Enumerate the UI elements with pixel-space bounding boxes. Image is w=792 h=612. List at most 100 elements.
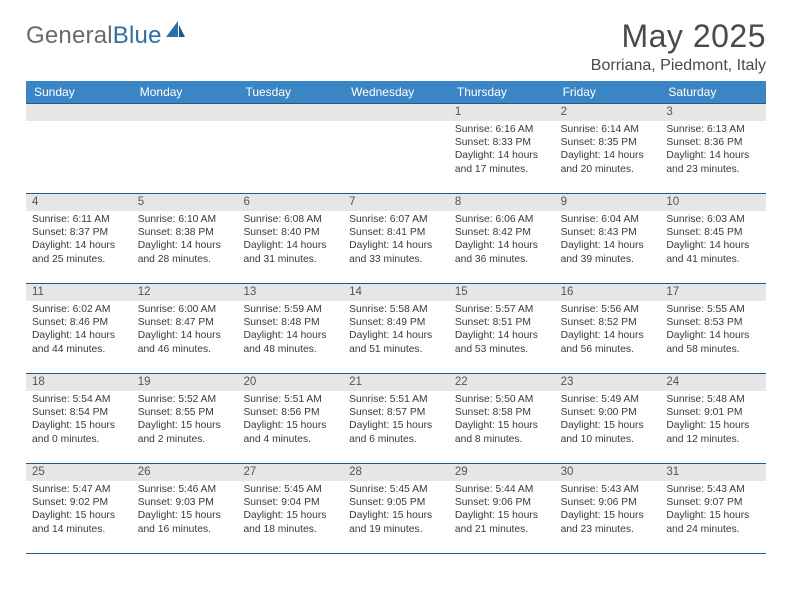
- dow-cell: Friday: [555, 81, 661, 103]
- day-cell: 10Sunrise: 6:03 AMSunset: 8:45 PMDayligh…: [660, 194, 766, 283]
- sunset-text: Sunset: 9:07 PM: [666, 496, 760, 509]
- daylight-text: Daylight: 14 hours and 36 minutes.: [455, 239, 549, 265]
- sunrise-text: Sunrise: 5:51 AM: [349, 393, 443, 406]
- daylight-text: Daylight: 15 hours and 16 minutes.: [138, 509, 232, 535]
- daylight-text: Daylight: 14 hours and 46 minutes.: [138, 329, 232, 355]
- day-content: [132, 121, 238, 127]
- logo-sail-icon: [164, 19, 186, 44]
- day-cell: 19Sunrise: 5:52 AMSunset: 8:55 PMDayligh…: [132, 374, 238, 463]
- day-cell: 20Sunrise: 5:51 AMSunset: 8:56 PMDayligh…: [237, 374, 343, 463]
- day-cell: 8Sunrise: 6:06 AMSunset: 8:42 PMDaylight…: [449, 194, 555, 283]
- sunset-text: Sunset: 9:03 PM: [138, 496, 232, 509]
- day-content: [26, 121, 132, 127]
- day-content: Sunrise: 5:47 AMSunset: 9:02 PMDaylight:…: [26, 481, 132, 540]
- sunrise-text: Sunrise: 5:54 AM: [32, 393, 126, 406]
- sunrise-text: Sunrise: 5:47 AM: [32, 483, 126, 496]
- day-number: 19: [132, 374, 238, 391]
- daylight-text: Daylight: 15 hours and 2 minutes.: [138, 419, 232, 445]
- day-content: Sunrise: 5:46 AMSunset: 9:03 PMDaylight:…: [132, 481, 238, 540]
- day-cell: 30Sunrise: 5:43 AMSunset: 9:06 PMDayligh…: [555, 464, 661, 553]
- day-number: 8: [449, 194, 555, 211]
- sunset-text: Sunset: 8:48 PM: [243, 316, 337, 329]
- day-cell: 26Sunrise: 5:46 AMSunset: 9:03 PMDayligh…: [132, 464, 238, 553]
- day-number: 20: [237, 374, 343, 391]
- sunrise-text: Sunrise: 6:11 AM: [32, 213, 126, 226]
- dow-cell: Saturday: [660, 81, 766, 103]
- day-cell: 23Sunrise: 5:49 AMSunset: 9:00 PMDayligh…: [555, 374, 661, 463]
- day-content: Sunrise: 5:43 AMSunset: 9:06 PMDaylight:…: [555, 481, 661, 540]
- daylight-text: Daylight: 14 hours and 33 minutes.: [349, 239, 443, 265]
- day-number: 10: [660, 194, 766, 211]
- day-of-week-header: SundayMondayTuesdayWednesdayThursdayFrid…: [26, 81, 766, 103]
- day-number: [237, 104, 343, 121]
- sunset-text: Sunset: 8:51 PM: [455, 316, 549, 329]
- day-content: Sunrise: 6:02 AMSunset: 8:46 PMDaylight:…: [26, 301, 132, 360]
- day-number: 15: [449, 284, 555, 301]
- dow-cell: Wednesday: [343, 81, 449, 103]
- daylight-text: Daylight: 15 hours and 14 minutes.: [32, 509, 126, 535]
- day-number: 25: [26, 464, 132, 481]
- sunrise-text: Sunrise: 5:52 AM: [138, 393, 232, 406]
- day-number: 24: [660, 374, 766, 391]
- day-cell: [343, 104, 449, 193]
- day-number: [343, 104, 449, 121]
- day-content: Sunrise: 5:58 AMSunset: 8:49 PMDaylight:…: [343, 301, 449, 360]
- sunset-text: Sunset: 8:49 PM: [349, 316, 443, 329]
- day-content: Sunrise: 6:04 AMSunset: 8:43 PMDaylight:…: [555, 211, 661, 270]
- sunset-text: Sunset: 8:47 PM: [138, 316, 232, 329]
- day-cell: 17Sunrise: 5:55 AMSunset: 8:53 PMDayligh…: [660, 284, 766, 373]
- daylight-text: Daylight: 15 hours and 12 minutes.: [666, 419, 760, 445]
- sunrise-text: Sunrise: 6:07 AM: [349, 213, 443, 226]
- day-content: Sunrise: 5:59 AMSunset: 8:48 PMDaylight:…: [237, 301, 343, 360]
- day-content: Sunrise: 6:07 AMSunset: 8:41 PMDaylight:…: [343, 211, 449, 270]
- day-cell: 9Sunrise: 6:04 AMSunset: 8:43 PMDaylight…: [555, 194, 661, 283]
- day-content: Sunrise: 6:14 AMSunset: 8:35 PMDaylight:…: [555, 121, 661, 180]
- week-row: 4Sunrise: 6:11 AMSunset: 8:37 PMDaylight…: [26, 193, 766, 283]
- dow-cell: Tuesday: [237, 81, 343, 103]
- day-cell: [237, 104, 343, 193]
- day-content: Sunrise: 5:43 AMSunset: 9:07 PMDaylight:…: [660, 481, 766, 540]
- day-cell: 3Sunrise: 6:13 AMSunset: 8:36 PMDaylight…: [660, 104, 766, 193]
- sunrise-text: Sunrise: 5:43 AM: [561, 483, 655, 496]
- sunset-text: Sunset: 8:35 PM: [561, 136, 655, 149]
- sunset-text: Sunset: 8:53 PM: [666, 316, 760, 329]
- day-number: [26, 104, 132, 121]
- day-content: Sunrise: 6:03 AMSunset: 8:45 PMDaylight:…: [660, 211, 766, 270]
- day-content: [237, 121, 343, 127]
- day-cell: 7Sunrise: 6:07 AMSunset: 8:41 PMDaylight…: [343, 194, 449, 283]
- week-row: 18Sunrise: 5:54 AMSunset: 8:54 PMDayligh…: [26, 373, 766, 463]
- sunrise-text: Sunrise: 5:49 AM: [561, 393, 655, 406]
- day-cell: 15Sunrise: 5:57 AMSunset: 8:51 PMDayligh…: [449, 284, 555, 373]
- day-cell: 6Sunrise: 6:08 AMSunset: 8:40 PMDaylight…: [237, 194, 343, 283]
- dow-cell: Monday: [132, 81, 238, 103]
- daylight-text: Daylight: 14 hours and 44 minutes.: [32, 329, 126, 355]
- day-number: 16: [555, 284, 661, 301]
- day-number: 17: [660, 284, 766, 301]
- sunset-text: Sunset: 8:46 PM: [32, 316, 126, 329]
- sunset-text: Sunset: 8:43 PM: [561, 226, 655, 239]
- day-content: [343, 121, 449, 127]
- day-content: Sunrise: 5:51 AMSunset: 8:56 PMDaylight:…: [237, 391, 343, 450]
- day-cell: 12Sunrise: 6:00 AMSunset: 8:47 PMDayligh…: [132, 284, 238, 373]
- sunrise-text: Sunrise: 6:00 AM: [138, 303, 232, 316]
- daylight-text: Daylight: 15 hours and 23 minutes.: [561, 509, 655, 535]
- daylight-text: Daylight: 14 hours and 20 minutes.: [561, 149, 655, 175]
- daylight-text: Daylight: 14 hours and 51 minutes.: [349, 329, 443, 355]
- day-number: 30: [555, 464, 661, 481]
- daylight-text: Daylight: 15 hours and 6 minutes.: [349, 419, 443, 445]
- calendar: SundayMondayTuesdayWednesdayThursdayFrid…: [26, 81, 766, 554]
- header: GeneralBlue May 2025 Borriana, Piedmont,…: [26, 18, 766, 75]
- day-content: Sunrise: 5:50 AMSunset: 8:58 PMDaylight:…: [449, 391, 555, 450]
- day-cell: 1Sunrise: 6:16 AMSunset: 8:33 PMDaylight…: [449, 104, 555, 193]
- sunrise-text: Sunrise: 6:03 AM: [666, 213, 760, 226]
- day-number: 7: [343, 194, 449, 211]
- sunrise-text: Sunrise: 6:02 AM: [32, 303, 126, 316]
- sunset-text: Sunset: 9:06 PM: [455, 496, 549, 509]
- day-number: 18: [26, 374, 132, 391]
- dow-cell: Sunday: [26, 81, 132, 103]
- logo-text-blue: Blue: [113, 22, 162, 49]
- sunset-text: Sunset: 8:37 PM: [32, 226, 126, 239]
- day-number: 9: [555, 194, 661, 211]
- sunrise-text: Sunrise: 5:59 AM: [243, 303, 337, 316]
- sunrise-text: Sunrise: 5:56 AM: [561, 303, 655, 316]
